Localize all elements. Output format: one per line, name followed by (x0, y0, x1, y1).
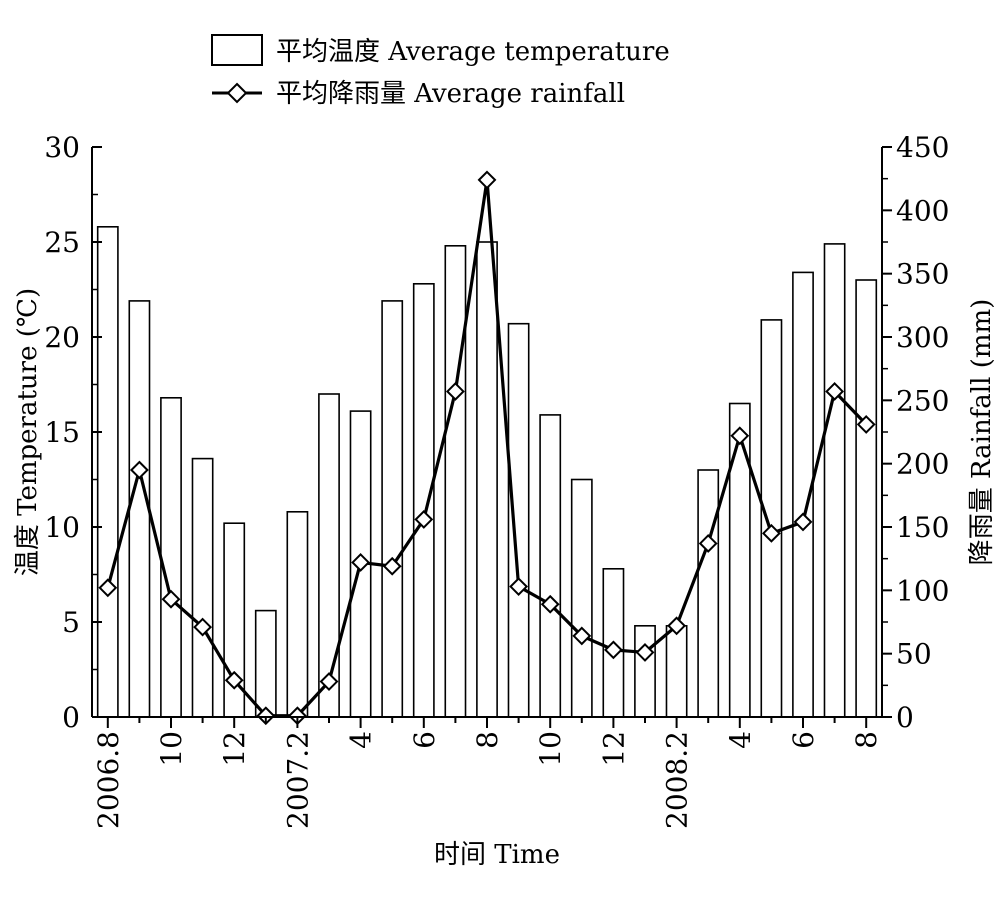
rainfall-point (540, 594, 560, 614)
temperature-bar (507, 322, 530, 718)
y2-tick-label: 200 (896, 448, 949, 481)
x-tick-label: 12 (597, 731, 630, 767)
rainfall-point (477, 170, 497, 190)
x-axis-title: 时间 Time (434, 840, 560, 870)
rainfall-point (698, 534, 718, 553)
y2-tick-label: 0 (896, 701, 914, 734)
y-tick-label: 0 (62, 701, 80, 734)
rainfall-point (635, 642, 655, 662)
rainfall-point (256, 706, 276, 726)
x-tick-label: 4 (345, 731, 378, 749)
rainfall-point (161, 589, 181, 609)
temperature-bar (286, 510, 309, 718)
y-tick-label: 15 (44, 416, 80, 449)
y2-tick-label: 300 (896, 321, 949, 354)
y-tick-label: 25 (44, 226, 80, 259)
temperature-bar (665, 624, 688, 718)
x-tick-label: 10 (155, 731, 188, 767)
y-tick-label: 10 (44, 511, 80, 544)
y2-tick-label: 350 (896, 258, 949, 291)
y2-tick-label: 450 (896, 131, 949, 164)
legend-diamond-marker (226, 82, 248, 104)
temperature-bar (381, 300, 404, 718)
rainfall-point (224, 670, 244, 690)
rainfall-point (572, 626, 592, 646)
y-axis-title: 温度 Temperature (℃) (13, 288, 43, 576)
rainfall-point (667, 616, 687, 636)
legend-temperature-label: 平均温度 Average temperature (276, 37, 670, 67)
rainfall-point (98, 578, 118, 598)
rainfall-point (761, 523, 781, 543)
rainfall-point (351, 553, 371, 572)
rainfall-point (382, 556, 402, 576)
legend-bar-swatch (211, 34, 263, 66)
y2-axis-title: 降雨量 Rainfall (mm) (967, 299, 997, 566)
y-tick-label: 20 (44, 321, 80, 354)
temperature-bar (254, 609, 277, 718)
temperature-bar (570, 478, 593, 718)
temperature-bar (476, 241, 498, 718)
temperature-bar (728, 402, 751, 718)
rainfall-point (319, 672, 339, 691)
temperature-bar (697, 469, 720, 718)
x-tick-label: 6 (408, 731, 441, 749)
rainfall-point (509, 577, 529, 596)
y2-tick-label: 250 (896, 384, 949, 417)
y-tick-label: 5 (62, 606, 80, 639)
temperature-bar (634, 624, 656, 718)
rainfall-point (445, 382, 465, 401)
temperature-bar (96, 226, 119, 718)
rainfall-point (603, 640, 623, 660)
x-tick-label: 4 (724, 731, 757, 749)
rainfall-point (856, 414, 876, 434)
temperature-bar (318, 393, 340, 718)
rainfall-point (193, 617, 213, 637)
legend: 平均温度 Average temperature 平均降雨量 Average r… (211, 34, 670, 109)
x-tick-label: 12 (218, 731, 251, 767)
temperature-bar (760, 319, 783, 718)
temperature-bar (444, 245, 467, 718)
rainfall-point (414, 509, 434, 529)
x-tick-label: 2006.8 (92, 731, 125, 829)
y2-tick-label: 100 (896, 574, 949, 607)
x-tick-label: 6 (787, 731, 820, 749)
plot-area: 0510152025300501001502002503003504004502… (44, 131, 949, 829)
x-tick-label: 2007.2 (281, 731, 314, 829)
x-tick-label: 2008.2 (661, 731, 694, 829)
rainfall-point (793, 512, 813, 532)
temperature-bar (855, 279, 878, 718)
temperature-bar (160, 396, 182, 718)
temperature-bar (823, 243, 846, 718)
y2-tick-label: 50 (896, 638, 932, 671)
y2-tick-label: 400 (896, 194, 949, 227)
x-tick-label: 8 (850, 731, 883, 749)
rainfall-point (825, 382, 845, 401)
rainfall-point (730, 426, 750, 446)
rainfall-point (129, 460, 149, 480)
legend-rainfall-label: 平均降雨量 Average rainfall (276, 79, 625, 109)
x-tick-label: 8 (471, 731, 504, 749)
temperature-bar (128, 300, 151, 718)
temperature-bar (539, 414, 562, 718)
temperature-bar (191, 457, 214, 718)
y-tick-label: 30 (44, 131, 80, 164)
temperature-bar (412, 282, 435, 718)
y2-tick-label: 150 (896, 511, 949, 544)
x-tick-label: 10 (534, 731, 567, 767)
